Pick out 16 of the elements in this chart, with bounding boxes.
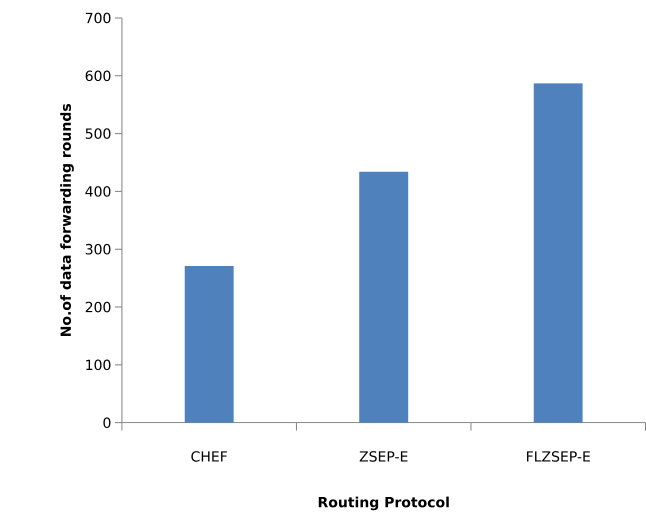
- y-tick-label: 200: [86, 302, 110, 313]
- bar: [534, 84, 583, 423]
- y-tick-label: 400: [85, 186, 110, 197]
- y-tick-label: 500: [86, 128, 110, 140]
- y-axis-title: No.of data forwarding rounds: [60, 104, 74, 336]
- y-tick-label: 600: [86, 70, 110, 82]
- x-tick-label: ZSEP-E: [360, 451, 408, 462]
- y-tick-label: 0: [103, 418, 110, 428]
- bar: [359, 172, 408, 423]
- x-tick-label: CHEF: [191, 451, 227, 462]
- y-tick-label: 700: [86, 12, 110, 24]
- bar: [184, 266, 234, 423]
- y-tick-label: 100: [86, 360, 110, 370]
- x-tick-label: FLZSEP-E: [527, 451, 590, 462]
- y-tick-label: 300: [86, 244, 110, 255]
- x-axis-title: Routing Protocol: [318, 496, 449, 510]
